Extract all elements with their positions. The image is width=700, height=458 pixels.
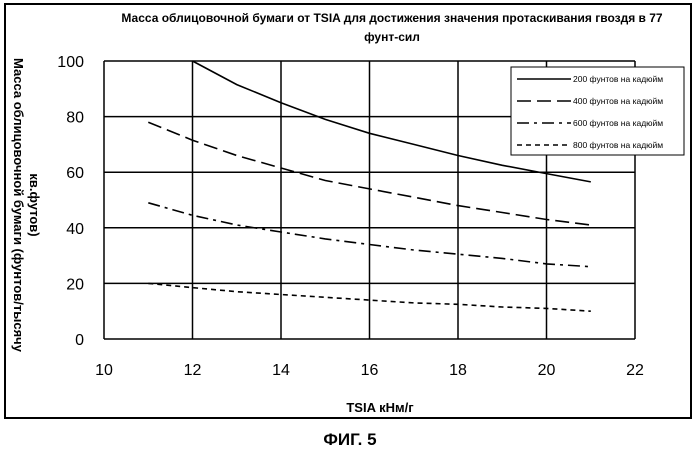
chart-title-line-1: Масса облицовочной бумаги от TSIA для до… <box>121 11 663 25</box>
x-tick-label: 22 <box>626 362 644 379</box>
legend-label: 600 фунтов на кадюйм <box>573 118 663 128</box>
x-tick-label: 10 <box>95 362 113 379</box>
y-tick-label: 0 <box>75 332 84 349</box>
y-tick-label: 100 <box>57 54 84 71</box>
legend: 200 фунтов на кадюйм 400 фунтов на кадюйм… <box>511 67 684 155</box>
chart-title-line-2: фунт-сил <box>364 30 420 44</box>
figure-caption: ФИГ. 5 <box>0 430 700 450</box>
legend-label: 800 фунтов на кадюйм <box>573 140 663 150</box>
x-tick-label: 18 <box>449 362 467 379</box>
x-tick-label: 20 <box>538 362 556 379</box>
x-tick-label: 14 <box>272 362 290 379</box>
y-tick-label: 60 <box>66 165 84 182</box>
y-axis-label-line-2: кв.футов) <box>27 173 42 236</box>
y-tick-label: 40 <box>66 221 84 238</box>
x-tick-label: 16 <box>361 362 379 379</box>
y-tick-label: 80 <box>66 110 84 127</box>
y-axis-label-line-1: Масса облицовочной бумаги (фунтов/тысячу <box>11 58 26 353</box>
legend-label: 200 фунтов на кадюйм <box>573 74 663 84</box>
x-axis-label: TSIA кНм/г <box>346 400 414 415</box>
y-tick-label: 20 <box>66 276 84 293</box>
legend-label: 400 фунтов на кадюйм <box>573 96 663 106</box>
x-tick-label: 12 <box>184 362 202 379</box>
